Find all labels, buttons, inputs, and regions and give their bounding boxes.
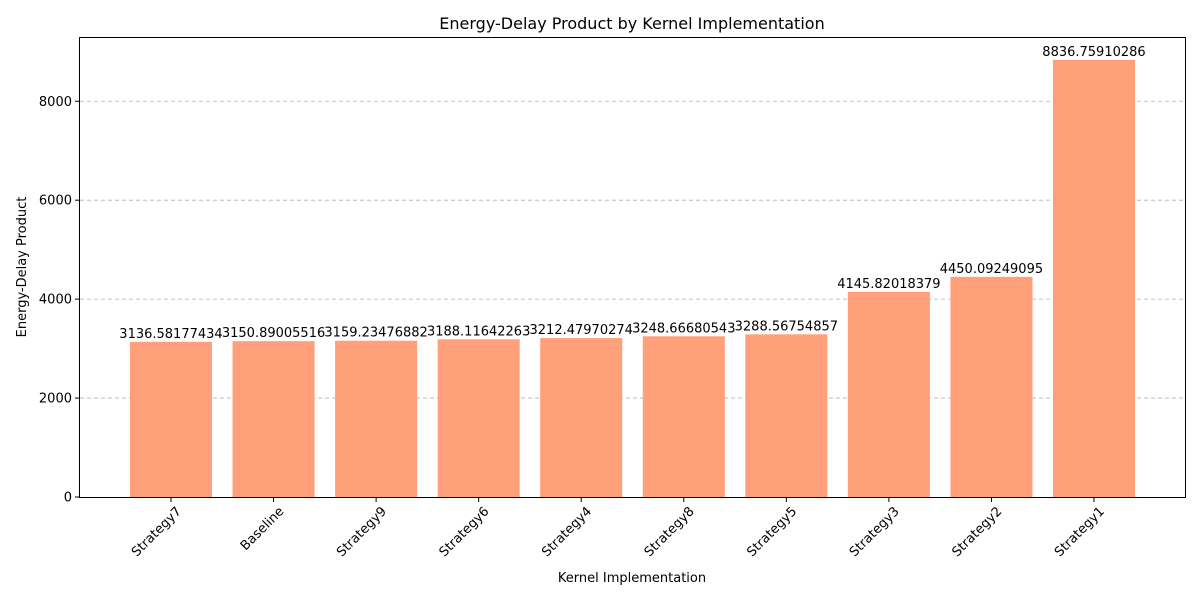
data-label-strategy2: 4450.09249095	[940, 262, 1043, 277]
bars	[129, 59, 1136, 498]
bar-strategy7	[129, 341, 213, 497]
y-tick-label: 8000	[39, 95, 72, 110]
bar-strategy8	[642, 336, 725, 497]
x-tick-label-strategy4: Strategy4	[539, 504, 595, 560]
y-axis-ticks: 0 2000 4000 6000 8000	[39, 95, 80, 506]
data-label-strategy3: 4145.82018379	[837, 277, 940, 292]
x-tick-label-strategy5: Strategy5	[744, 504, 800, 560]
bar-baseline	[232, 341, 315, 497]
data-label-strategy8: 3248.66680543	[632, 321, 735, 336]
x-tick-label-strategy1: Strategy1	[1052, 504, 1108, 560]
data-label-strategy7: 3136.58177434	[119, 327, 222, 342]
bar-strategy5	[745, 334, 828, 497]
chart-title: Energy-Delay Product by Kernel Implement…	[439, 14, 824, 33]
bar-strategy2	[950, 276, 1033, 497]
x-axis-ticks: Strategy7 Baseline Strategy9 Strategy6 Strat…	[129, 497, 1108, 560]
plot-frame	[79, 37, 1186, 498]
data-label-strategy9: 3159.23476882	[324, 326, 427, 341]
x-tick-label-baseline: Baseline	[238, 504, 288, 554]
data-label-strategy4: 3212.47970274	[530, 323, 633, 338]
bar-strategy6	[437, 339, 520, 497]
bar-strategy4	[540, 338, 623, 497]
bar-strategy1	[1052, 59, 1136, 498]
x-tick-label-strategy7: Strategy7	[129, 504, 185, 560]
y-tick-label: 2000	[39, 392, 72, 407]
y-tick-label: 6000	[39, 194, 72, 209]
y-axis-label: Energy-Delay Product	[15, 197, 30, 338]
data-label-strategy5: 3288.56754857	[735, 319, 838, 334]
data-labels: 3136.58177434 3150.89005516 3159.23476882 3…	[119, 45, 1145, 342]
data-label-strategy1: 8836.75910286	[1042, 45, 1145, 60]
x-tick-label-strategy3: Strategy3	[847, 504, 903, 560]
x-tick-label-strategy9: Strategy9	[334, 504, 390, 560]
y-tick-label: 0	[64, 491, 72, 506]
x-axis-label: Kernel Implementation	[558, 571, 706, 586]
x-tick-label-strategy2: Strategy2	[949, 504, 1005, 560]
bar-strategy3	[847, 291, 930, 497]
x-tick-label-strategy6: Strategy6	[437, 504, 493, 560]
data-label-baseline: 3150.89005516	[222, 326, 325, 341]
bar-strategy9	[335, 340, 418, 497]
y-tick-label: 4000	[39, 293, 72, 308]
x-tick-label-strategy8: Strategy8	[642, 504, 698, 560]
data-label-strategy6: 3188.11642263	[427, 324, 530, 339]
